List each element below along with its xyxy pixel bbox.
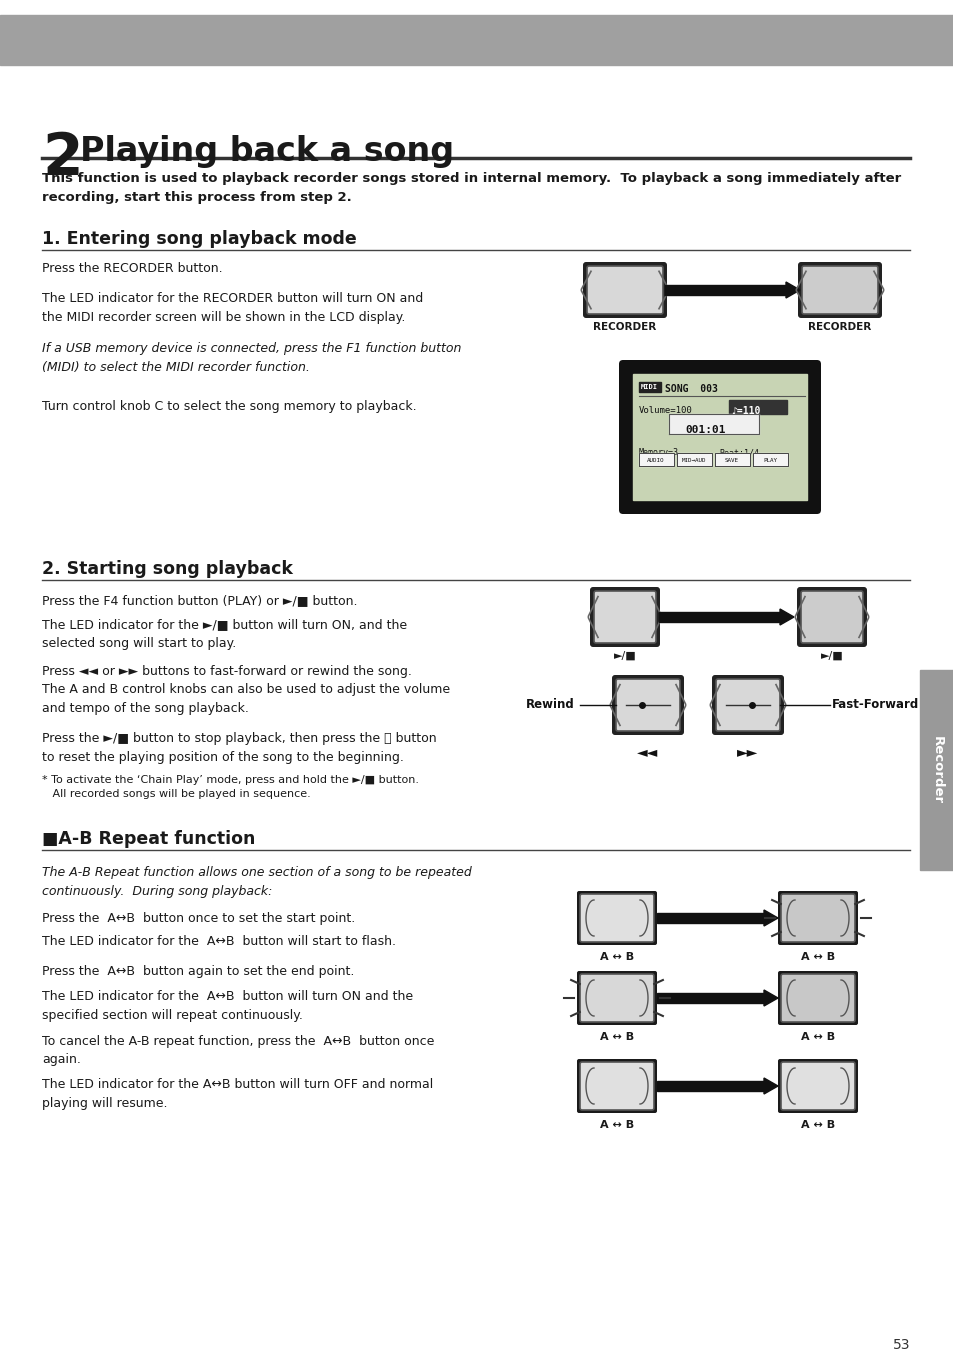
FancyBboxPatch shape <box>716 679 780 730</box>
FancyBboxPatch shape <box>778 1058 857 1112</box>
Text: A ↔ B: A ↔ B <box>801 1031 834 1042</box>
Text: ■A-B Repeat function: ■A-B Repeat function <box>42 830 255 848</box>
FancyBboxPatch shape <box>577 1058 657 1112</box>
Text: RECORDER: RECORDER <box>807 323 871 332</box>
Text: The LED indicator for the  A↔B  button will start to flash.: The LED indicator for the A↔B button wil… <box>42 936 395 948</box>
Polygon shape <box>780 609 793 625</box>
Text: A ↔ B: A ↔ B <box>599 1120 634 1130</box>
Bar <box>657 913 763 923</box>
Text: * To activate the ‘Chain Play’ mode, press and hold the ►/■ button.
   All recor: * To activate the ‘Chain Play’ mode, pre… <box>42 775 418 799</box>
Text: 53: 53 <box>892 1338 909 1350</box>
Bar <box>919 670 953 869</box>
FancyBboxPatch shape <box>612 675 683 734</box>
FancyBboxPatch shape <box>801 591 862 643</box>
Polygon shape <box>785 282 800 298</box>
Text: Memory=3: Memory=3 <box>639 448 679 458</box>
Text: ◄◄: ◄◄ <box>637 745 658 759</box>
FancyBboxPatch shape <box>594 591 656 643</box>
Bar <box>657 1081 763 1091</box>
Text: The LED indicator for the RECORDER button will turn ON and
the MIDI recorder scr: The LED indicator for the RECORDER butto… <box>42 292 423 324</box>
Bar <box>664 285 785 296</box>
Text: The LED indicator for the ►/■ button will turn ON, and the
selected song will st: The LED indicator for the ►/■ button wil… <box>42 618 407 649</box>
Text: ♪=110: ♪=110 <box>730 406 760 416</box>
Text: MID→AUD: MID→AUD <box>681 458 705 463</box>
Text: The A-B Repeat function allows one section of a song to be repeated
continuously: The A-B Repeat function allows one secti… <box>42 865 471 898</box>
Text: Fast-Forward: Fast-Forward <box>831 698 919 711</box>
Polygon shape <box>763 990 778 1006</box>
Text: Rewind: Rewind <box>526 698 575 711</box>
Text: ►/■: ►/■ <box>613 651 636 661</box>
Bar <box>0 15 953 65</box>
Bar <box>633 374 806 500</box>
Text: Press the F4 function button (PLAY) or ►/■ button.: Press the F4 function button (PLAY) or ►… <box>42 594 357 608</box>
Text: This function is used to playback recorder songs stored in internal memory.  To : This function is used to playback record… <box>42 171 901 204</box>
Text: Turn control knob C to select the song memory to playback.: Turn control knob C to select the song m… <box>42 400 416 413</box>
Text: 2. Starting song playback: 2. Starting song playback <box>42 560 293 578</box>
Text: A ↔ B: A ↔ B <box>599 1031 634 1042</box>
FancyBboxPatch shape <box>579 973 654 1022</box>
Text: RECORDER: RECORDER <box>593 323 656 332</box>
Text: Beat:1/4: Beat:1/4 <box>719 448 759 458</box>
Bar <box>639 382 660 391</box>
FancyBboxPatch shape <box>616 679 679 730</box>
FancyBboxPatch shape <box>778 971 857 1025</box>
Text: 001:01: 001:01 <box>684 425 724 435</box>
FancyBboxPatch shape <box>711 675 783 734</box>
FancyBboxPatch shape <box>582 262 666 319</box>
Text: The LED indicator for the A↔B button will turn OFF and normal
playing will resum: The LED indicator for the A↔B button wil… <box>42 1079 433 1110</box>
FancyBboxPatch shape <box>796 587 866 647</box>
Text: To cancel the A-B repeat function, press the  A↔B  button once
again.: To cancel the A-B repeat function, press… <box>42 1035 434 1066</box>
Text: Press the ►/■ button to stop playback, then press the ⏮ button
to reset the play: Press the ►/■ button to stop playback, t… <box>42 732 436 764</box>
FancyBboxPatch shape <box>579 1062 654 1110</box>
Text: MIDI: MIDI <box>640 383 658 390</box>
Text: A ↔ B: A ↔ B <box>599 952 634 963</box>
FancyBboxPatch shape <box>577 971 657 1025</box>
Bar <box>677 454 711 466</box>
FancyBboxPatch shape <box>781 1062 854 1110</box>
FancyBboxPatch shape <box>589 587 659 647</box>
Bar <box>728 400 786 414</box>
FancyBboxPatch shape <box>618 360 821 514</box>
FancyBboxPatch shape <box>781 973 854 1022</box>
Text: PLAY: PLAY <box>762 458 776 463</box>
FancyBboxPatch shape <box>778 891 857 945</box>
Text: ►/■: ►/■ <box>820 651 842 661</box>
FancyBboxPatch shape <box>781 894 854 942</box>
FancyBboxPatch shape <box>579 894 654 942</box>
Polygon shape <box>763 1079 778 1094</box>
Bar <box>752 454 787 466</box>
Bar <box>668 414 759 433</box>
Text: AUDIO: AUDIO <box>646 458 664 463</box>
FancyBboxPatch shape <box>577 891 657 945</box>
FancyBboxPatch shape <box>586 266 662 315</box>
Text: Press the RECORDER button.: Press the RECORDER button. <box>42 262 222 275</box>
Text: Recorder: Recorder <box>929 736 943 805</box>
Text: Playing back a song: Playing back a song <box>80 135 454 167</box>
Bar <box>657 994 763 1003</box>
Bar <box>714 454 749 466</box>
Polygon shape <box>763 910 778 926</box>
Text: Volume=100: Volume=100 <box>639 406 692 414</box>
Text: The LED indicator for the  A↔B  button will turn ON and the
specified section wi: The LED indicator for the A↔B button wil… <box>42 990 413 1022</box>
Text: SONG  003: SONG 003 <box>664 383 717 394</box>
Text: 2: 2 <box>42 130 83 188</box>
Bar <box>639 454 673 466</box>
Text: 1. Entering song playback mode: 1. Entering song playback mode <box>42 230 356 248</box>
Text: Press the  A↔B  button once to set the start point.: Press the A↔B button once to set the sta… <box>42 913 355 925</box>
Text: Press the  A↔B  button again to set the end point.: Press the A↔B button again to set the en… <box>42 965 354 977</box>
Text: SAVE: SAVE <box>724 458 739 463</box>
Text: If a USB memory device is connected, press the F1 function button
(MIDI) to sele: If a USB memory device is connected, pre… <box>42 342 461 374</box>
FancyBboxPatch shape <box>797 262 882 319</box>
FancyBboxPatch shape <box>801 266 877 315</box>
Text: A ↔ B: A ↔ B <box>801 952 834 963</box>
Bar <box>659 612 780 622</box>
Text: ►►: ►► <box>737 745 758 759</box>
Text: A ↔ B: A ↔ B <box>801 1120 834 1130</box>
Text: Press ◄◄ or ►► buttons to fast-forward or rewind the song.
The A and B control k: Press ◄◄ or ►► buttons to fast-forward o… <box>42 666 450 716</box>
